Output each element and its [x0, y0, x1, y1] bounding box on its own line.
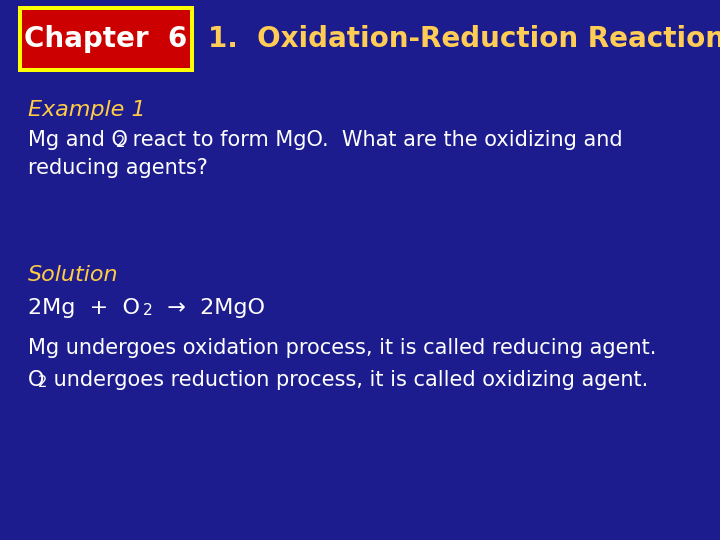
- Text: 1.  Oxidation-Reduction Reactions: 1. Oxidation-Reduction Reactions: [208, 25, 720, 53]
- Text: Example 1: Example 1: [28, 100, 145, 120]
- Text: Chapter  6: Chapter 6: [24, 25, 188, 53]
- Text: 2: 2: [143, 303, 153, 318]
- Bar: [18, 6, 194, 72]
- Text: undergoes reduction process, it is called oxidizing agent.: undergoes reduction process, it is calle…: [47, 370, 648, 390]
- Text: Mg undergoes oxidation process, it is called reducing agent.: Mg undergoes oxidation process, it is ca…: [28, 338, 657, 358]
- Text: 2: 2: [38, 375, 48, 390]
- Text: O: O: [28, 370, 45, 390]
- Text: 2: 2: [116, 135, 125, 150]
- Text: react to form MgO.  What are the oxidizing and: react to form MgO. What are the oxidizin…: [126, 130, 623, 150]
- Text: reducing agents?: reducing agents?: [28, 158, 208, 178]
- Text: 2Mg  +  O: 2Mg + O: [28, 298, 140, 318]
- Bar: [22, 10, 190, 68]
- Text: →  2MgO: → 2MgO: [153, 298, 265, 318]
- Text: Solution: Solution: [28, 265, 119, 285]
- Text: Mg and O: Mg and O: [28, 130, 128, 150]
